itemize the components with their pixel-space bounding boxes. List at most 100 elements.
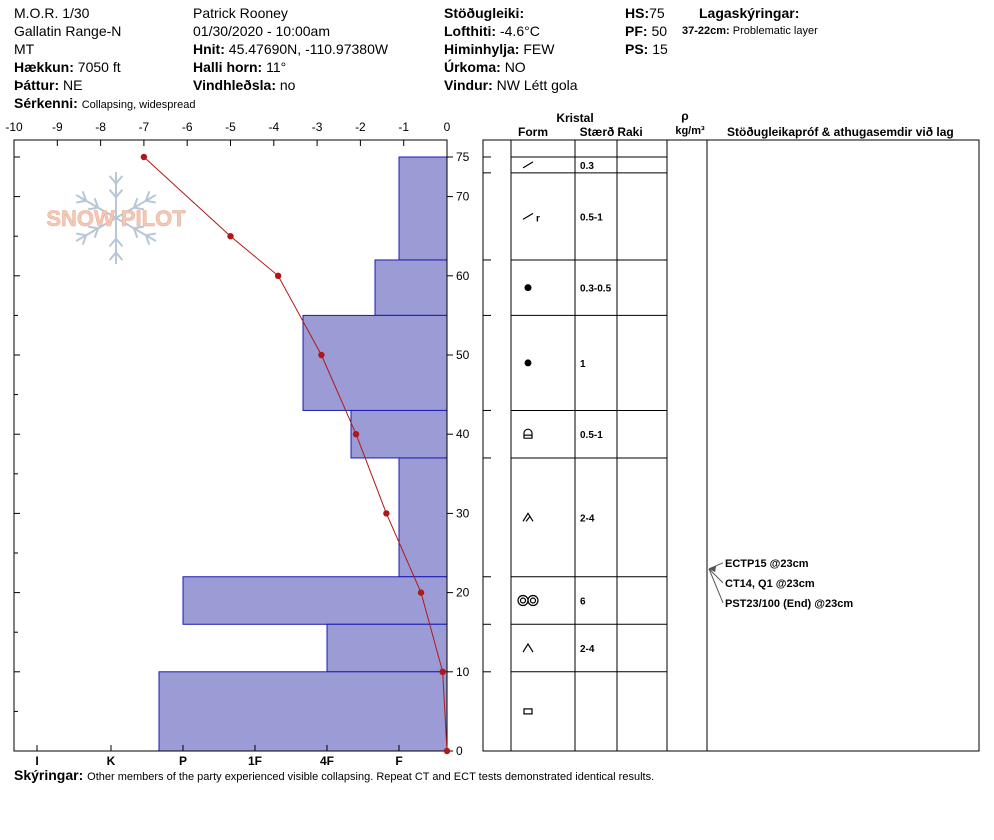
depth-tick-label: 50 <box>456 348 470 362</box>
bottom-tick-label: P <box>179 754 187 768</box>
top-tick-label: 0 <box>444 120 451 134</box>
snowflake-branch <box>81 191 88 202</box>
header-form: Form <box>518 125 548 139</box>
snowflake-arm <box>115 194 157 219</box>
temperature-point <box>352 431 360 438</box>
top-tick-label: -4 <box>268 120 279 134</box>
hardness-bars <box>158 156 448 752</box>
crystal-size: 2-4 <box>580 513 595 524</box>
slash <box>522 212 534 220</box>
bottom-tick-label: 4F <box>320 754 334 768</box>
outline <box>523 428 533 439</box>
snowflake-branch <box>76 199 87 204</box>
ps-value: PS: 15 <box>625 41 668 57</box>
crystal-row: 6 <box>483 576 667 608</box>
stability: Stöðugleiki: <box>444 5 525 21</box>
snowflake-branch <box>115 251 124 261</box>
test-leader <box>708 568 724 584</box>
bottom-tick-label: F <box>395 754 402 768</box>
crystal-size: 2-4 <box>580 644 595 655</box>
temperature-point <box>417 589 425 596</box>
crystal-row: 0.3-0.5 <box>483 259 667 295</box>
notes: Skýringar: Other members of the party ex… <box>14 767 655 783</box>
crystal-row <box>483 671 667 715</box>
observer: Patrick Rooney <box>193 5 288 21</box>
snowflake-branch <box>144 191 151 202</box>
crystal-size: 1 <box>580 359 586 370</box>
temperature-point <box>383 510 390 517</box>
header-col4: HS:75 PF: 50 PS: 15 <box>625 4 668 58</box>
temperature-point <box>227 233 234 240</box>
depth-tick-label: 20 <box>456 586 470 600</box>
snowflake-branch <box>115 189 124 198</box>
test-leader <box>708 568 724 604</box>
depth-tick-label: 30 <box>456 506 470 520</box>
top-tick-label: -6 <box>182 120 193 134</box>
temperature-profile <box>140 153 451 755</box>
wind: Vindur: NW Létt gola <box>444 77 578 93</box>
snowpilot-logo: SNOW PILOT <box>46 172 186 264</box>
rounded-grains-icon <box>524 359 532 367</box>
crystal-row: 0.3 <box>483 156 594 172</box>
header-size: Stærð <box>580 125 615 139</box>
melt-freeze-icon <box>517 594 539 607</box>
hardness-bar <box>158 671 448 752</box>
hardness-bar <box>398 457 448 578</box>
top-tick-label: -9 <box>52 120 63 134</box>
top-tick-label: -8 <box>95 120 106 134</box>
snowflake-branch <box>145 199 156 204</box>
header-col3: Stöðugleiki: Lofthiti: -4.6°C Himinhylja… <box>444 4 578 94</box>
temperature-point <box>274 272 282 279</box>
range-name: Gallatin Range-N <box>14 23 122 39</box>
datetime: 01/30/2020 - 10:00am <box>193 23 330 39</box>
snowflake-branch <box>145 232 156 237</box>
test-label: ECTP15 @23cm <box>725 558 809 570</box>
test-label: CT14, Q1 @23cm <box>725 578 815 590</box>
hardness-bar <box>302 314 448 411</box>
depth-tick-label: 60 <box>456 269 470 283</box>
layer-note: 37-22cm: Problematic layer <box>682 25 818 37</box>
top-tick-label: -10 <box>5 120 23 134</box>
top-tick-label: -7 <box>139 120 150 134</box>
depth-tick-label: 75 <box>456 150 470 164</box>
crystal-size: 0.3-0.5 <box>580 284 612 295</box>
snowflake-branch <box>144 234 151 245</box>
header-comments: Stöðugleikapróf & athugasemdir við lag <box>727 125 954 139</box>
crystal-row: 0.5-1 <box>483 409 667 441</box>
header-density-unit: kg/m³ <box>675 125 705 137</box>
temperature-point <box>318 351 325 359</box>
top-tick-label: -3 <box>312 120 323 134</box>
snowflake-branch <box>132 197 139 208</box>
depth-tick-label: 10 <box>456 665 470 679</box>
arrow-icon <box>709 565 716 572</box>
header-density-symbol: ρ <box>681 109 688 123</box>
snowflake-branch <box>133 225 144 230</box>
inner <box>525 515 531 522</box>
crystal-size: 6 <box>580 597 586 608</box>
header-crystal: Kristal <box>556 111 593 125</box>
hardness-bar <box>350 409 448 459</box>
snowflake-arm <box>75 217 117 242</box>
snowflake-branch <box>108 251 117 261</box>
header-col5: Lagaskýringar: 37-22cm: Problematic laye… <box>682 4 818 40</box>
snowflake-branch <box>81 234 88 245</box>
bottom-tick-label: I <box>35 754 38 768</box>
top-tick-label: -5 <box>225 120 236 134</box>
snowflake-branch <box>108 189 117 198</box>
snowflake-branch <box>76 232 87 237</box>
coordinates: Hnit: 45.47690N, -110.97380W <box>193 41 389 57</box>
snowflake-arm <box>75 194 117 219</box>
rime-mark: r <box>536 213 540 224</box>
stability-tests: ECTP15 @23cm CT14, Q1 @23cm PST23/100 (End… <box>708 558 853 610</box>
stability-test: ECTP15 @23cm <box>708 558 809 572</box>
faceted-crystals-icon <box>523 708 533 715</box>
test-label: PST23/100 (End) @23cm <box>725 598 853 610</box>
crystal-size: 0.5-1 <box>580 212 603 223</box>
snowflake-branch <box>133 206 144 211</box>
caret <box>522 512 534 522</box>
state-name: MT <box>14 41 35 57</box>
layer-table: Kristal Form Stærð Raki ρ kg/m³ Stöðugleikapró… <box>482 109 980 752</box>
slope-angle: Halli horn: 11° <box>193 59 287 75</box>
depth-tick-label: 0 <box>456 744 463 758</box>
